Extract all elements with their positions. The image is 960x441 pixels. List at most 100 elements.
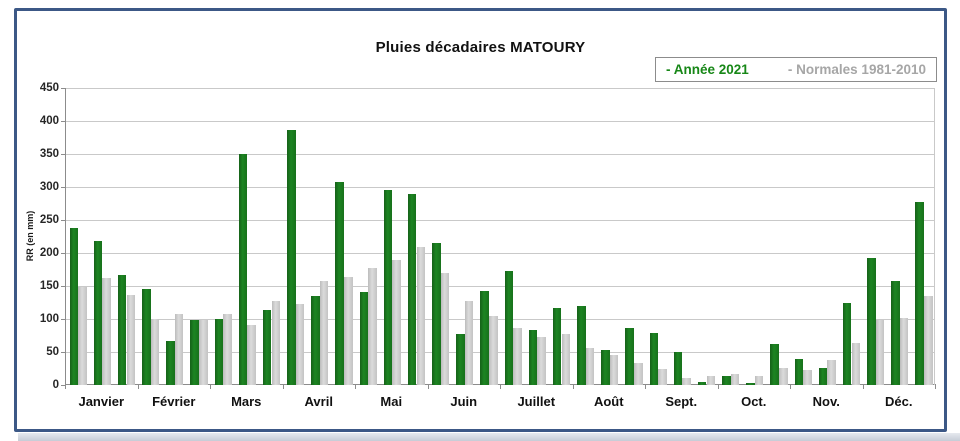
x-axis-tick-mark — [282, 384, 284, 389]
bar-normales-1981-2010 — [899, 318, 909, 385]
y-axis-tick-label: 400 — [39, 115, 59, 127]
bar-normales-1981-2010 — [223, 313, 232, 385]
window-bottom-edge — [18, 433, 960, 441]
bar-normales-1981-2010 — [271, 300, 281, 385]
bar-annee-2021 — [93, 241, 103, 385]
bar-normales-1981-2010 — [779, 367, 788, 385]
bar-annee-2021 — [359, 291, 368, 385]
bar-annee-2021 — [867, 257, 876, 385]
x-axis-tick-mark — [427, 384, 429, 389]
bar-normales-1981-2010 — [537, 337, 546, 385]
bar-annee-2021 — [480, 291, 489, 385]
bar-annee-2021 — [69, 227, 78, 385]
y-axis-tick-label: 300 — [39, 181, 59, 193]
bar-annee-2021 — [311, 295, 320, 385]
bar-normales-1981-2010 — [706, 376, 716, 385]
x-axis-tick-mark — [65, 384, 66, 389]
x-axis-month-label: Février — [152, 394, 196, 409]
y-axis-tick-mark — [61, 252, 65, 254]
bar-normales-1981-2010 — [851, 343, 861, 385]
chart-title: Pluies décadaires MATOURY — [375, 39, 586, 56]
gridline — [65, 186, 935, 188]
x-axis-tick-mark — [355, 384, 356, 389]
bar-normales-1981-2010 — [416, 247, 426, 385]
x-axis-month-label: Sept. — [665, 394, 698, 409]
x-axis-tick-mark — [137, 384, 139, 389]
bar-normales-1981-2010 — [78, 286, 87, 385]
y-axis-tick-label: 100 — [39, 313, 59, 325]
y-axis-tick-label: 200 — [39, 247, 59, 259]
bar-normales-1981-2010 — [368, 268, 377, 385]
gridline — [65, 120, 935, 122]
bar-normales-1981-2010 — [609, 355, 619, 385]
x-axis-tick-mark — [935, 384, 936, 389]
x-axis-month-label: Nov. — [812, 394, 840, 409]
bar-annee-2021 — [649, 332, 658, 385]
x-axis-tick-mark — [717, 384, 719, 389]
axis-line-y — [65, 88, 66, 385]
bar-normales-1981-2010 — [319, 281, 329, 385]
bar-annee-2021 — [746, 383, 755, 385]
y-axis-tick-mark — [61, 384, 65, 386]
bar-normales-1981-2010 — [561, 333, 571, 385]
x-axis-month-label: Avril — [304, 394, 333, 409]
bar-annee-2021 — [697, 382, 707, 385]
x-axis-tick-mark — [862, 384, 864, 389]
gridline — [65, 87, 935, 89]
y-axis-tick-label: 350 — [39, 148, 59, 160]
bar-annee-2021 — [432, 243, 441, 385]
bar-annee-2021 — [577, 305, 586, 385]
bar-normales-1981-2010 — [344, 277, 353, 385]
y-axis-tick-mark — [61, 351, 65, 353]
bar-normales-1981-2010 — [102, 278, 111, 385]
bar-normales-1981-2010 — [247, 324, 256, 385]
bar-normales-1981-2010 — [489, 316, 498, 385]
bar-annee-2021 — [117, 274, 127, 385]
plot-area — [65, 87, 935, 385]
x-axis-month-label: Mai — [380, 394, 403, 409]
gridline — [65, 252, 935, 254]
bar-normales-1981-2010 — [658, 369, 667, 385]
bar-annee-2021 — [915, 202, 924, 385]
bar-annee-2021 — [770, 344, 779, 385]
bar-annee-2021 — [552, 307, 562, 385]
y-axis-tick-mark — [61, 153, 65, 155]
bar-annee-2021 — [262, 310, 272, 385]
bar-normales-1981-2010 — [513, 328, 522, 385]
bar-normales-1981-2010 — [440, 272, 450, 385]
plot-right-border — [934, 88, 935, 385]
bar-annee-2021 — [528, 330, 538, 385]
bar-normales-1981-2010 — [730, 374, 740, 385]
y-axis-tick-label: 0 — [52, 379, 59, 391]
legend: - Année 2021 - Normales 1981-2010 — [655, 57, 937, 82]
bar-annee-2021 — [818, 367, 828, 385]
bar-annee-2021 — [335, 182, 344, 385]
bar-normales-1981-2010 — [464, 301, 474, 385]
x-axis-month-label: Déc. — [885, 394, 913, 409]
bar-normales-1981-2010 — [924, 295, 933, 385]
legend-item-normales-1981-2010: - Normales 1981-2010 — [787, 62, 926, 77]
x-axis-month-label: Mars — [231, 394, 262, 409]
bar-annee-2021 — [625, 327, 634, 385]
x-axis-tick-mark — [572, 384, 574, 389]
bar-annee-2021 — [794, 358, 803, 385]
x-axis-month-label: Oct. — [741, 394, 767, 409]
x-axis-tick-mark — [645, 384, 646, 389]
y-axis-tick-mark — [61, 285, 65, 287]
bar-normales-1981-2010 — [827, 359, 836, 385]
bar-annee-2021 — [166, 340, 175, 385]
bar-annee-2021 — [456, 333, 465, 385]
bar-normales-1981-2010 — [585, 348, 595, 385]
bar-normales-1981-2010 — [875, 320, 885, 385]
bar-annee-2021 — [214, 319, 223, 385]
bar-normales-1981-2010 — [295, 304, 305, 385]
bar-annee-2021 — [504, 271, 513, 385]
x-axis-month-label: Août — [593, 394, 624, 409]
bar-annee-2021 — [238, 154, 248, 385]
bar-annee-2021 — [190, 320, 199, 385]
x-axis-tick-mark — [790, 384, 791, 389]
bar-annee-2021 — [891, 281, 900, 385]
x-axis-month-label: Juillet — [517, 394, 556, 409]
bar-annee-2021 — [722, 376, 731, 385]
bar-normales-1981-2010 — [126, 294, 136, 385]
